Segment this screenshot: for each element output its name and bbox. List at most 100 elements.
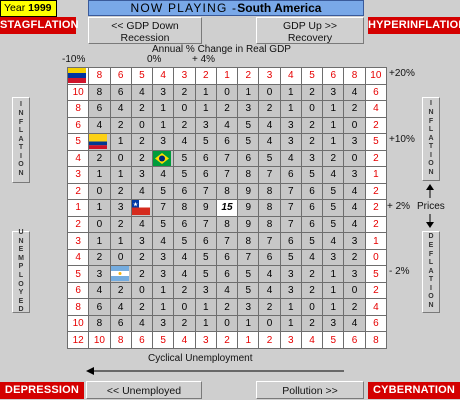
grid-cell[interactable]: 2 bbox=[195, 68, 216, 84]
grid-cell[interactable]: 10 bbox=[68, 84, 89, 101]
grid-cell[interactable]: 4 bbox=[259, 266, 280, 282]
grid-cell[interactable]: 3 bbox=[131, 167, 153, 183]
grid-cell[interactable]: 3 bbox=[153, 315, 174, 332]
grid-cell[interactable]: 5 bbox=[365, 134, 386, 150]
grid-cell[interactable]: 3 bbox=[344, 266, 365, 282]
grid-cell[interactable]: 6 bbox=[259, 249, 280, 266]
grid-cell[interactable]: 2 bbox=[365, 200, 386, 216]
grid-cell[interactable]: 10 bbox=[68, 68, 89, 84]
grid-cell[interactable]: 3 bbox=[238, 299, 259, 315]
grid-cell[interactable]: 0 bbox=[89, 216, 110, 233]
gdp-down-button[interactable]: << GDP Down Recession bbox=[88, 17, 202, 44]
grid-cell[interactable]: 4 bbox=[301, 249, 323, 266]
grid-cell[interactable]: 5 bbox=[195, 266, 216, 282]
grid-cell[interactable]: 1 bbox=[365, 233, 386, 249]
grid-cell[interactable]: 1 bbox=[89, 233, 110, 249]
grid-cell[interactable]: 3 bbox=[68, 233, 89, 249]
grid-cell[interactable]: 3 bbox=[195, 117, 216, 134]
grid-cell[interactable]: 2 bbox=[110, 183, 131, 200]
grid-cell[interactable]: 1 bbox=[195, 299, 216, 315]
grid-cell[interactable]: 2 bbox=[110, 282, 131, 299]
grid-cell[interactable]: 0 bbox=[301, 101, 323, 117]
grid-cell[interactable]: 3 bbox=[323, 315, 344, 332]
grid-cell[interactable]: 7 bbox=[238, 249, 259, 266]
grid-cell[interactable]: 4 bbox=[110, 101, 131, 117]
grid-cell[interactable]: 4 bbox=[89, 282, 110, 299]
grid-cell[interactable]: 2 bbox=[301, 315, 323, 332]
grid-cell[interactable]: 5 bbox=[153, 216, 174, 233]
grid-cell[interactable]: 4 bbox=[280, 150, 301, 167]
grid-cell[interactable]: 2 bbox=[365, 216, 386, 233]
grid-cell[interactable]: 4 bbox=[344, 84, 365, 101]
grid-cell[interactable]: 4 bbox=[216, 282, 238, 299]
grid-cell[interactable]: 1 bbox=[323, 282, 344, 299]
grid-cell[interactable]: 0 bbox=[216, 84, 238, 101]
grid-cell[interactable]: 1 bbox=[195, 101, 216, 117]
grid-cell[interactable]: 10 bbox=[89, 332, 110, 348]
grid-cell[interactable]: 1 bbox=[216, 68, 238, 84]
grid-cell[interactable]: 7 bbox=[280, 183, 301, 200]
grid-cell[interactable]: 8 bbox=[174, 200, 195, 216]
grid-cell[interactable]: 2 bbox=[131, 249, 153, 266]
grid-cell[interactable]: 1 bbox=[323, 101, 344, 117]
grid-cell[interactable]: 0 bbox=[89, 183, 110, 200]
grid-cell[interactable]: 6 bbox=[365, 84, 386, 101]
grid-cell[interactable]: 5 bbox=[323, 200, 344, 216]
grid-cell[interactable]: 3 bbox=[153, 84, 174, 101]
grid-cell[interactable]: 0 bbox=[259, 315, 280, 332]
grid-cell[interactable]: 2 bbox=[131, 134, 153, 150]
grid-cell[interactable]: 2 bbox=[301, 266, 323, 282]
grid-cell[interactable]: 10 bbox=[365, 68, 386, 84]
grid-cell[interactable]: 1 bbox=[89, 200, 110, 216]
grid-cell[interactable]: 2 bbox=[89, 150, 110, 167]
economy-grid[interactable]: 1086543212345681010864321010123468642101… bbox=[67, 67, 387, 349]
grid-cell[interactable]: 2 bbox=[131, 299, 153, 315]
grid-cell[interactable]: 8 bbox=[238, 167, 259, 183]
grid-cell[interactable]: 6 bbox=[110, 315, 131, 332]
grid-cell[interactable]: 2 bbox=[131, 101, 153, 117]
grid-cell[interactable]: 2 bbox=[174, 315, 195, 332]
gdp-up-button[interactable]: GDP Up >> Recovery bbox=[256, 17, 364, 44]
grid-cell[interactable]: 3 bbox=[280, 332, 301, 348]
grid-cell[interactable]: 6 bbox=[131, 332, 153, 348]
grid-cell[interactable]: 0 bbox=[259, 84, 280, 101]
grid-cell[interactable]: 6 bbox=[174, 216, 195, 233]
grid-cell[interactable]: 2 bbox=[365, 117, 386, 134]
grid-cell[interactable]: 7 bbox=[216, 233, 238, 249]
flag-argentina-icon[interactable] bbox=[110, 266, 129, 282]
flag-colombia-icon[interactable] bbox=[89, 134, 108, 150]
grid-cell[interactable]: 6 bbox=[68, 282, 89, 299]
grid-cell[interactable]: 10 bbox=[68, 315, 89, 332]
grid-cell[interactable]: 6 bbox=[280, 167, 301, 183]
grid-cell[interactable]: 5 bbox=[153, 332, 174, 348]
grid-cell[interactable]: 6 bbox=[216, 266, 238, 282]
grid-cell[interactable]: 2 bbox=[216, 299, 238, 315]
grid-cell[interactable]: 3 bbox=[323, 249, 344, 266]
grid-cell[interactable]: 3 bbox=[110, 200, 131, 216]
grid-cell[interactable]: 7 bbox=[280, 216, 301, 233]
grid-cell[interactable]: 4 bbox=[344, 216, 365, 233]
grid-cell[interactable]: 3 bbox=[89, 266, 110, 282]
grid-cell[interactable]: 4 bbox=[110, 299, 131, 315]
grid-cell[interactable]: 3 bbox=[259, 68, 280, 84]
grid-cell[interactable]: 3 bbox=[195, 282, 216, 299]
grid-cell[interactable]: 2 bbox=[301, 134, 323, 150]
grid-cell[interactable]: 5 bbox=[174, 167, 195, 183]
grid-cell[interactable]: 5 bbox=[259, 150, 280, 167]
grid-cell[interactable]: 2 bbox=[259, 101, 280, 117]
grid-cell[interactable]: 6 bbox=[323, 68, 344, 84]
grid-cell[interactable]: 12 bbox=[68, 332, 89, 348]
flag-brazil-icon[interactable] bbox=[153, 150, 172, 166]
grid-cell[interactable]: 2 bbox=[301, 282, 323, 299]
grid-cell[interactable]: 3 bbox=[280, 282, 301, 299]
grid-cell[interactable]: 6 bbox=[195, 150, 216, 167]
grid-cell[interactable]: 2 bbox=[131, 266, 153, 282]
grid-cell[interactable]: 4 bbox=[174, 332, 195, 348]
grid-cell[interactable]: 5 bbox=[174, 150, 195, 167]
grid-cell[interactable]: 7 bbox=[280, 200, 301, 216]
grid-cell[interactable]: 3 bbox=[153, 134, 174, 150]
grid-cell[interactable]: 2 bbox=[238, 68, 259, 84]
grid-cell[interactable]: 3 bbox=[344, 134, 365, 150]
grid-cell[interactable]: 5 bbox=[323, 332, 344, 348]
